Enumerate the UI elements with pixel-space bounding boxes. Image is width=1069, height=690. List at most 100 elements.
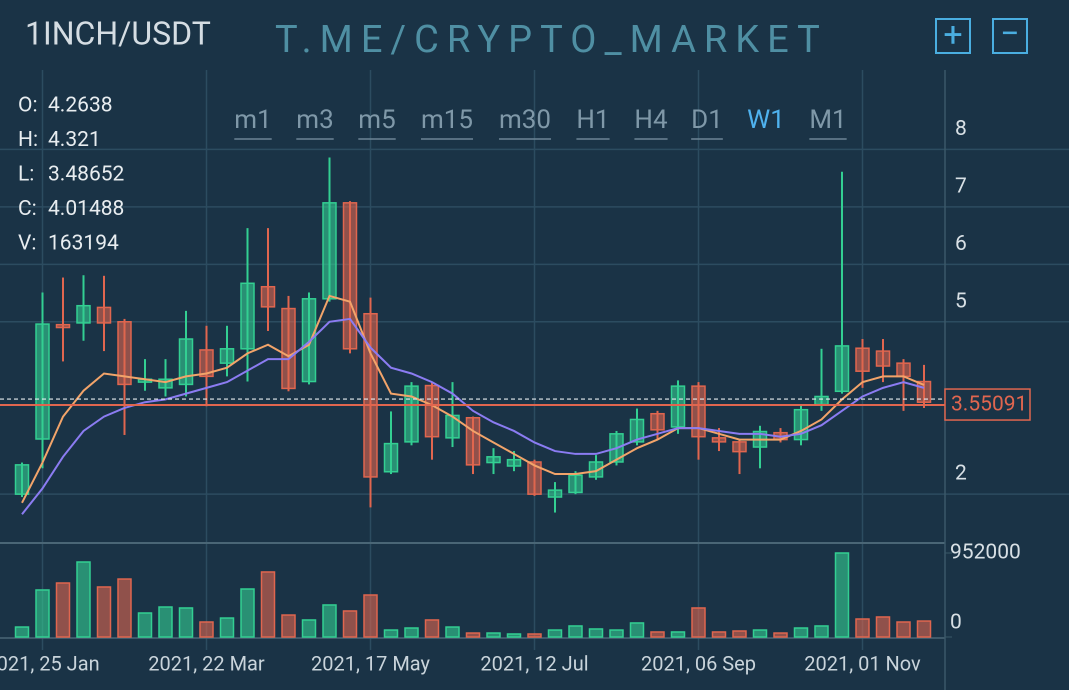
zoom-out-label[interactable]: − (1000, 14, 1019, 54)
volume-bar (96, 586, 112, 638)
readout-label: L: (18, 163, 34, 187)
x-tick-label: 2021, 01 Nov (804, 651, 921, 675)
candle-body (732, 441, 747, 453)
volume-bar (547, 629, 563, 638)
timeframe-button[interactable]: m30 (499, 105, 551, 135)
readout-value: 4.01488 (48, 197, 124, 221)
candle-body (650, 412, 665, 431)
volume-bar (793, 627, 809, 638)
candle-body (383, 442, 399, 473)
y-tick-label: 5 (955, 289, 967, 313)
volume-bar (732, 630, 747, 638)
candle-body (363, 312, 378, 478)
timeframe-button[interactable]: D1 (691, 105, 723, 135)
timeframe-button[interactable]: M1 (809, 105, 846, 135)
volume-bar (240, 588, 255, 638)
candle-body (711, 437, 727, 443)
volume-bar (568, 625, 583, 638)
volume-bar (199, 621, 214, 638)
candle-body (568, 474, 583, 494)
candle-body (322, 202, 337, 300)
candle-body (424, 384, 440, 438)
y-tick-label: 7 (955, 174, 967, 198)
zoom-in-button[interactable]: + (935, 15, 971, 55)
volume-bar (609, 629, 624, 638)
candle-body (117, 321, 132, 386)
timeframe-button[interactable]: H4 (634, 105, 668, 135)
candle-body (404, 385, 419, 443)
volume-bar (35, 589, 50, 638)
volume-bar (588, 628, 604, 638)
volume-bar (281, 614, 296, 638)
candle-body (14, 464, 30, 495)
watermark: T.ME/CRYPTO_MARKET (275, 18, 828, 62)
candle-body (240, 282, 255, 350)
candle-body (260, 285, 276, 308)
candle-body (547, 489, 563, 498)
volume-bar (486, 632, 501, 638)
volume-bar (404, 627, 419, 638)
candle-body (76, 304, 91, 324)
zoom-in-label[interactable]: + (943, 15, 962, 55)
x-tick-label: 2021, 12 Jul (480, 651, 588, 675)
readout-label: O: (18, 94, 38, 118)
candle-body (219, 348, 235, 364)
volume-bar (445, 626, 460, 638)
volume-bar (814, 625, 829, 638)
x-tick-label: 2021, 06 Sep (641, 651, 756, 675)
candle-body (629, 418, 645, 443)
candle-body (158, 378, 173, 389)
readout-value: 4.2638 (48, 94, 113, 118)
candle-body (281, 307, 296, 390)
candle-body (875, 350, 891, 367)
timeframe-button[interactable]: W1 (747, 105, 785, 135)
readout-label: V: (18, 232, 36, 256)
moving-average-line (21, 317, 925, 515)
timeframe-button[interactable]: m1 (234, 105, 271, 135)
candle-body (670, 385, 686, 428)
candle-body (834, 345, 850, 393)
zoom-out-button[interactable]: − (992, 14, 1028, 54)
candle-body (588, 461, 604, 478)
volume-bar (855, 618, 870, 638)
y-tick-label: 8 (955, 117, 967, 141)
volume-bar (260, 571, 276, 638)
candle-body (896, 362, 911, 378)
candle-body (301, 298, 317, 383)
candle-body (486, 456, 501, 464)
volume-bar (117, 578, 132, 638)
volume-tick-label: 952000 (950, 541, 1021, 565)
candle-body (527, 461, 542, 495)
volume-bar (55, 582, 71, 638)
y-tick-label: 2 (955, 462, 967, 486)
y-tick-label: 6 (955, 232, 967, 256)
volume-bar (896, 621, 911, 638)
timeframe-button[interactable]: m5 (358, 105, 395, 135)
readout-value: 4.321 (48, 128, 101, 152)
volume-bar (178, 607, 194, 638)
x-tick-label: 2021, 25 Jan (0, 651, 100, 675)
last-price-label: 3.55091 (951, 393, 1027, 417)
readout-label: C: (18, 197, 37, 221)
timeframe-button[interactable]: m15 (421, 105, 473, 135)
readout-value: 3.48652 (48, 163, 125, 187)
candle-body (35, 323, 50, 440)
volume-bar (219, 617, 235, 638)
volume-bar (363, 594, 378, 638)
moving-average-line (21, 294, 925, 504)
timeframe-button[interactable]: H1 (576, 105, 609, 135)
candle-body (465, 416, 481, 466)
volume-bar (773, 632, 788, 638)
volume-bar (424, 619, 440, 638)
volume-bar (76, 561, 91, 638)
candle-body (445, 414, 460, 439)
readout-value: 163194 (48, 232, 119, 256)
volume-bar (752, 629, 768, 638)
candle-body (178, 338, 194, 386)
volume-bar (875, 616, 891, 638)
volume-bar (342, 610, 358, 638)
volume-bar (322, 604, 337, 638)
timeframe-button[interactable]: m3 (296, 105, 333, 135)
candle-body (855, 347, 870, 372)
